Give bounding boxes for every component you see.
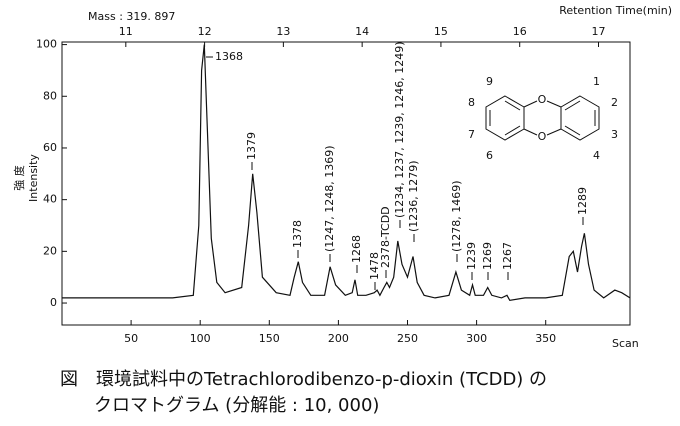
y-tick-label: 20 (43, 244, 57, 257)
subtitle: Mass : 319. 897 (88, 10, 175, 23)
x2-tick-label: 12 (198, 25, 212, 38)
x-tick-label: 50 (124, 332, 138, 345)
structure: 1 2 3 4 6 7 8 9 O O (468, 75, 618, 162)
y-tick-label: 0 (50, 296, 57, 309)
ring (485, 95, 525, 141)
peak-label: 2378-TCDD (379, 206, 392, 268)
x2-tick-label: 13 (276, 25, 290, 38)
x-tick-label: 200 (328, 332, 349, 345)
peak-label: (1234, 1237, 1239, 1246, 1249) (393, 41, 406, 218)
atom-number: 6 (486, 149, 493, 162)
x-tick-label: 100 (190, 332, 211, 345)
peak-label: 1289 (576, 187, 589, 215)
x-tick-label: 350 (535, 332, 556, 345)
plot-frame (61, 41, 631, 326)
y-axis-title: Intensity (27, 154, 40, 202)
atom-number: 4 (593, 149, 600, 162)
x-tick-label: 300 (466, 332, 487, 345)
y-tick-label: 60 (43, 141, 57, 154)
atom-number: 8 (468, 96, 475, 109)
line (62, 44, 631, 302)
y-tick-label: 100 (36, 38, 57, 51)
peak-label: 1267 (501, 242, 514, 270)
caption: クロマトグラム (分解能 : 10, 000) (94, 395, 379, 416)
peak-label: (1247, 1248, 1369) (323, 145, 336, 252)
x2-tick-label: 11 (119, 25, 133, 38)
oxygen: O (538, 93, 547, 106)
peak-label: 1378 (291, 220, 304, 248)
x2-tick-label: 16 (513, 25, 527, 38)
y-tick-label: 80 (43, 89, 57, 102)
atom-number: 1 (593, 75, 600, 88)
peak-label: 1269 (481, 242, 494, 270)
x2-tick-label: 15 (434, 25, 448, 38)
atom-number: 2 (611, 96, 618, 109)
peak-label: 1478 (368, 252, 381, 280)
bonds (489, 100, 596, 136)
x2-tick-label: 14 (355, 25, 369, 38)
peak-label: 1239 (465, 242, 478, 270)
ring (560, 95, 600, 141)
peak-label: (1236, 1279) (407, 160, 420, 232)
peak-label: 1368 (215, 50, 243, 63)
x-axis-title: Scan (612, 337, 639, 350)
atom-number: 9 (486, 75, 493, 88)
peak-label: 1268 (350, 235, 363, 263)
x2-tick-label: 17 (591, 25, 605, 38)
x-tick-label: 250 (397, 332, 418, 345)
peak-label: 1379 (245, 132, 258, 160)
caption: 図 環境試料中のTetrachlorodibenzo-p-dioxin (TCD… (60, 369, 547, 390)
atom-number: 3 (611, 128, 618, 141)
y-axis-title: 強 度 (12, 165, 26, 191)
peak-label: (1278, 1469) (450, 180, 463, 252)
y-tick-label: 40 (43, 193, 57, 206)
x2-axis-title: Retention Time(min) (559, 4, 672, 17)
x-tick-label: 150 (259, 332, 280, 345)
atom-number: 7 (468, 128, 475, 141)
oxygen: O (538, 130, 547, 143)
